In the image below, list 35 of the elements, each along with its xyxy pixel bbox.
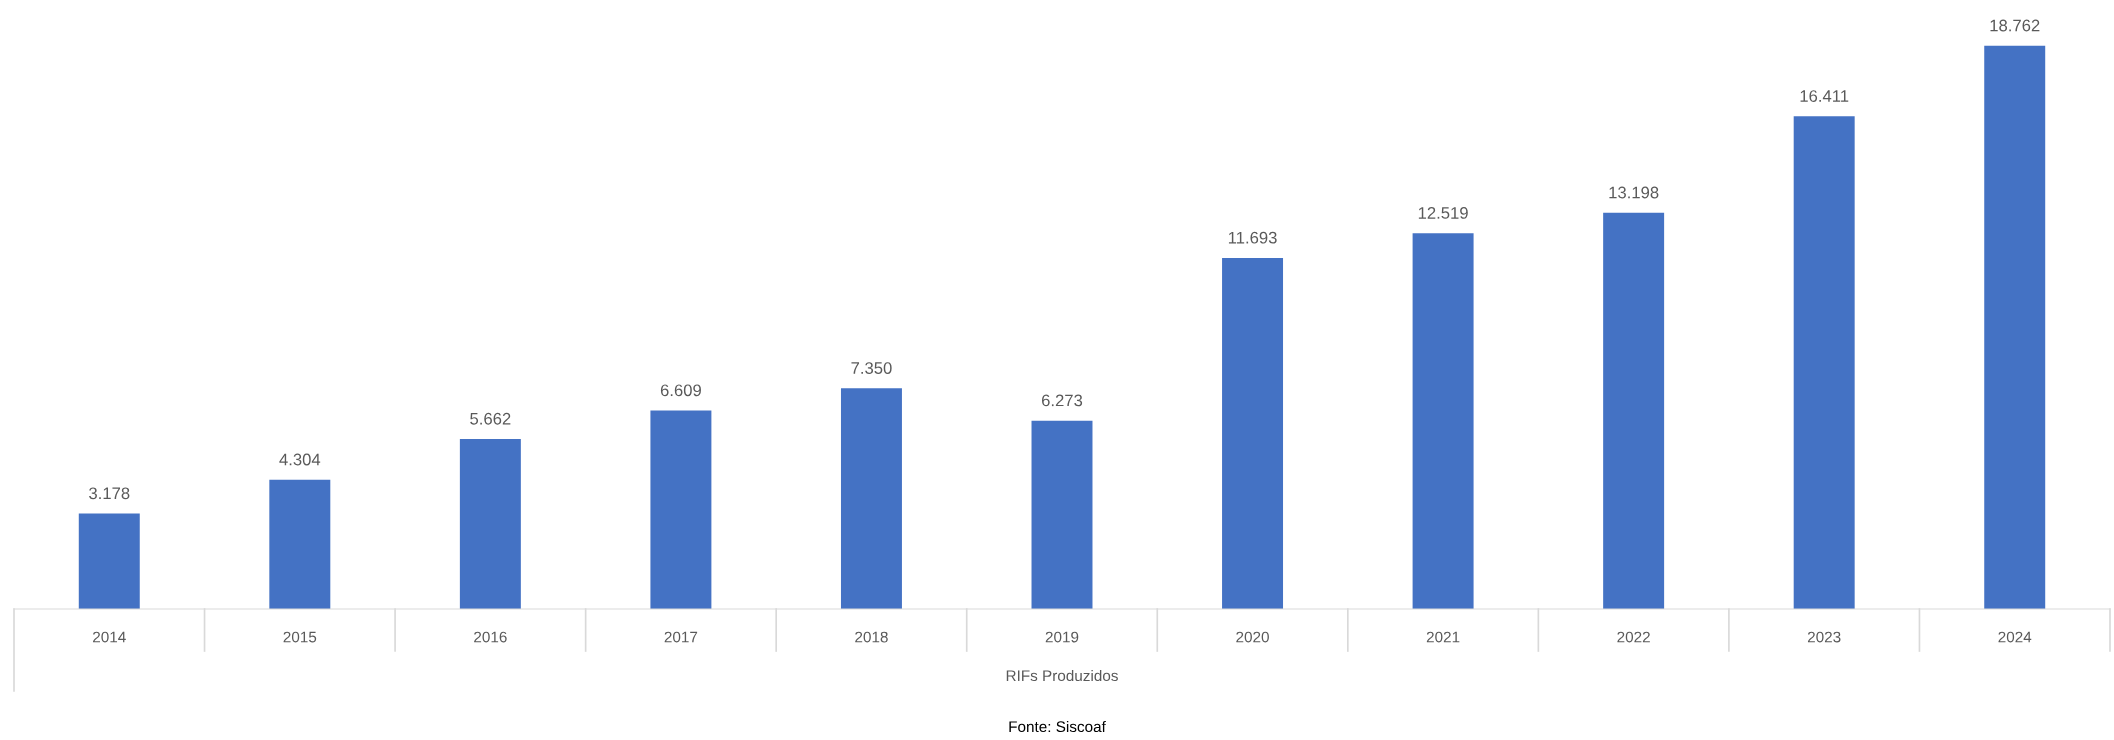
bar xyxy=(1984,45,2046,609)
data-label: 4.304 xyxy=(279,453,321,466)
data-label: 7.350 xyxy=(851,362,892,374)
bar xyxy=(1031,420,1093,609)
x-axis-title: RIFs Produzidos xyxy=(1006,669,1118,682)
data-label: 11.693 xyxy=(1228,231,1277,244)
x-tick-label: 2021 xyxy=(1426,631,1460,643)
x-tick-label: 2024 xyxy=(1998,631,2032,643)
bar xyxy=(1603,212,1665,609)
bar xyxy=(1222,257,1284,609)
x-tick-label: 2016 xyxy=(474,631,507,643)
x-tick-label: 2014 xyxy=(93,631,126,643)
data-label: 6.273 xyxy=(1041,394,1083,407)
x-tick-label: 2017 xyxy=(664,631,698,643)
x-tick-label: 2018 xyxy=(855,631,888,643)
x-tick-label: 2020 xyxy=(1236,631,1269,643)
bar xyxy=(1793,116,1855,609)
bar xyxy=(1412,233,1474,609)
x-tick-label: 2015 xyxy=(283,631,317,643)
data-label: 16.411 xyxy=(1800,90,1849,102)
data-label: 5.662 xyxy=(470,412,511,425)
bar xyxy=(650,410,712,609)
data-label: 18.762 xyxy=(1990,19,2040,32)
bar xyxy=(269,479,331,609)
data-label: 3.178 xyxy=(89,487,130,500)
source-note: Fonte: Siscoaf xyxy=(1009,720,1106,733)
bar xyxy=(840,388,902,609)
data-label: 13.198 xyxy=(1609,186,1659,199)
data-label: 6.609 xyxy=(660,384,701,397)
bar xyxy=(459,439,521,609)
bar xyxy=(78,513,140,609)
x-tick-label: 2019 xyxy=(1045,631,1079,643)
data-label: 12.519 xyxy=(1418,206,1468,219)
x-tick-label: 2022 xyxy=(1617,631,1650,643)
x-tick-label: 2023 xyxy=(1807,631,1841,643)
